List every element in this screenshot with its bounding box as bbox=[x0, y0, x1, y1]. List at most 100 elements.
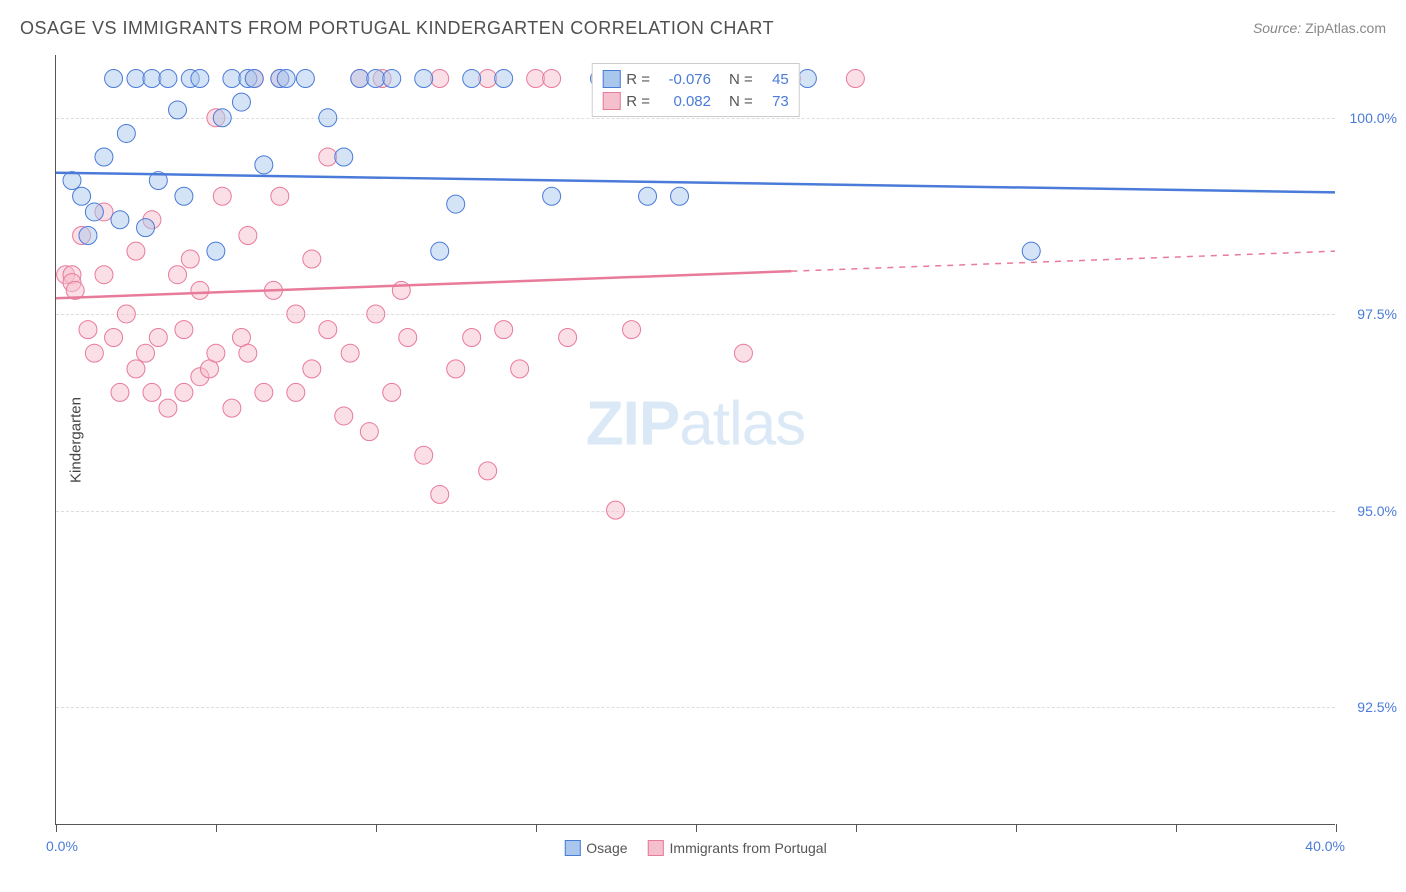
scatter-point bbox=[367, 305, 385, 323]
scatter-point bbox=[319, 109, 337, 127]
scatter-point bbox=[79, 226, 97, 244]
scatter-point bbox=[213, 187, 231, 205]
x-tick bbox=[1336, 824, 1337, 832]
scatter-point bbox=[607, 501, 625, 519]
x-tick bbox=[1016, 824, 1017, 832]
scatter-point bbox=[169, 101, 187, 119]
x-tick bbox=[856, 824, 857, 832]
scatter-point bbox=[191, 70, 209, 88]
scatter-point bbox=[169, 266, 187, 284]
scatter-point bbox=[223, 70, 241, 88]
stats-legend-box: R = -0.076 N = 45 R =0.082N =73 bbox=[591, 63, 800, 117]
scatter-point bbox=[137, 344, 155, 362]
stats-swatch bbox=[602, 92, 620, 110]
scatter-point bbox=[734, 344, 752, 362]
y-tick-label: 95.0% bbox=[1357, 503, 1397, 519]
scatter-point bbox=[127, 242, 145, 260]
scatter-point bbox=[271, 187, 289, 205]
scatter-point bbox=[287, 383, 305, 401]
legend-label: Osage bbox=[586, 840, 627, 856]
trend-line-dashed bbox=[791, 251, 1335, 271]
source-label: Source: bbox=[1253, 20, 1301, 36]
scatter-point bbox=[671, 187, 689, 205]
trend-line bbox=[56, 173, 1335, 193]
legend-swatch bbox=[564, 840, 580, 856]
scatter-point bbox=[117, 305, 135, 323]
scatter-point bbox=[431, 242, 449, 260]
stats-n-value: 45 bbox=[759, 71, 789, 88]
stats-swatch bbox=[602, 70, 620, 88]
scatter-point bbox=[213, 109, 231, 127]
chart-title: OSAGE VS IMMIGRANTS FROM PORTUGAL KINDER… bbox=[20, 18, 774, 39]
scatter-point bbox=[415, 70, 433, 88]
stats-row: R = -0.076 N = 45 bbox=[602, 68, 789, 90]
scatter-point bbox=[149, 329, 167, 347]
stats-r-label: R = bbox=[626, 71, 650, 88]
scatter-point bbox=[543, 70, 561, 88]
trend-line bbox=[56, 271, 791, 298]
scatter-point bbox=[447, 360, 465, 378]
scatter-point bbox=[207, 344, 225, 362]
y-tick-label: 92.5% bbox=[1357, 699, 1397, 715]
scatter-point bbox=[73, 187, 91, 205]
scatter-point bbox=[399, 329, 417, 347]
scatter-point bbox=[319, 148, 337, 166]
scatter-point bbox=[127, 360, 145, 378]
stats-row: R =0.082N =73 bbox=[602, 90, 789, 112]
scatter-point bbox=[383, 70, 401, 88]
source-attribution: Source: ZipAtlas.com bbox=[1253, 20, 1386, 36]
scatter-point bbox=[245, 70, 263, 88]
x-axis-min-label: 0.0% bbox=[46, 838, 78, 854]
scatter-point bbox=[191, 281, 209, 299]
scatter-point bbox=[543, 187, 561, 205]
scatter-point bbox=[846, 70, 864, 88]
scatter-point bbox=[383, 383, 401, 401]
scatter-point bbox=[463, 329, 481, 347]
chart-container: OSAGE VS IMMIGRANTS FROM PORTUGAL KINDER… bbox=[0, 0, 1406, 892]
scatter-point bbox=[303, 250, 321, 268]
scatter-point bbox=[105, 329, 123, 347]
legend-item: Osage bbox=[564, 840, 627, 856]
scatter-point bbox=[143, 70, 161, 88]
x-tick bbox=[216, 824, 217, 832]
scatter-point bbox=[239, 226, 257, 244]
scatter-point bbox=[360, 423, 378, 441]
scatter-point bbox=[431, 70, 449, 88]
scatter-plot-svg bbox=[56, 55, 1335, 824]
x-tick bbox=[376, 824, 377, 832]
scatter-point bbox=[559, 329, 577, 347]
scatter-point bbox=[95, 266, 113, 284]
scatter-point bbox=[255, 156, 273, 174]
scatter-point bbox=[223, 399, 241, 417]
bottom-legend: Osage Immigrants from Portugal bbox=[564, 840, 826, 856]
scatter-point bbox=[137, 219, 155, 237]
scatter-point bbox=[277, 70, 295, 88]
scatter-point bbox=[639, 187, 657, 205]
scatter-point bbox=[431, 485, 449, 503]
x-tick bbox=[56, 824, 57, 832]
stats-r-value: -0.076 bbox=[656, 71, 711, 88]
scatter-point bbox=[111, 211, 129, 229]
scatter-point bbox=[175, 187, 193, 205]
scatter-point bbox=[143, 383, 161, 401]
x-tick bbox=[1176, 824, 1177, 832]
scatter-point bbox=[175, 321, 193, 339]
scatter-point bbox=[479, 70, 497, 88]
scatter-point bbox=[159, 399, 177, 417]
legend-label: Immigrants from Portugal bbox=[670, 840, 827, 856]
scatter-point bbox=[105, 70, 123, 88]
scatter-point bbox=[447, 195, 465, 213]
stats-n-label: N = bbox=[729, 71, 753, 88]
stats-r-label: R = bbox=[626, 93, 650, 110]
scatter-point bbox=[798, 70, 816, 88]
scatter-point bbox=[335, 407, 353, 425]
scatter-point bbox=[117, 124, 135, 142]
legend-item: Immigrants from Portugal bbox=[648, 840, 827, 856]
scatter-point bbox=[415, 446, 433, 464]
x-tick bbox=[696, 824, 697, 832]
scatter-point bbox=[351, 70, 369, 88]
scatter-point bbox=[319, 321, 337, 339]
scatter-point bbox=[287, 305, 305, 323]
scatter-point bbox=[175, 383, 193, 401]
scatter-point bbox=[303, 360, 321, 378]
